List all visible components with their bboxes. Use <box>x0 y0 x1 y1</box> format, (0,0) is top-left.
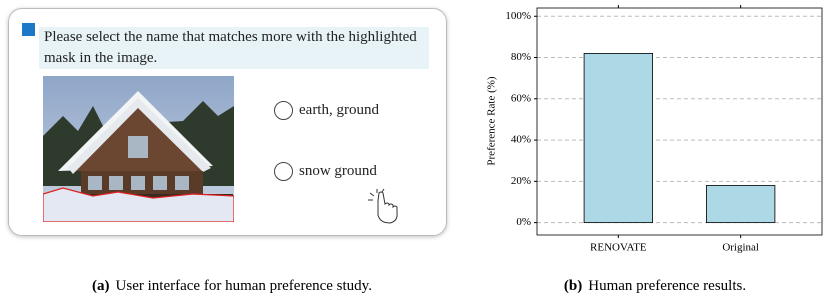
ui-panel: Please select the name that matches more… <box>8 8 447 236</box>
x-tick-label: RENOVATE <box>590 242 647 254</box>
caption-text: Human preference results. <box>588 278 746 294</box>
x-tick-label: Original <box>722 242 759 254</box>
radio[interactable] <box>274 162 293 181</box>
y-tick-label: 60% <box>511 92 531 104</box>
option[interactable]: snow ground <box>274 162 377 181</box>
option[interactable]: earth, ground <box>274 101 379 120</box>
page: Please select the name that matches more… <box>0 0 824 298</box>
image <box>43 76 234 222</box>
bar <box>706 185 774 222</box>
option-label: snow ground <box>299 163 377 180</box>
option-label: earth, ground <box>299 102 379 119</box>
question: Please select the name that matches more… <box>39 27 429 69</box>
y-tick-label: 40% <box>511 134 531 146</box>
bar <box>584 53 652 222</box>
caption-text: User interface for human preference stud… <box>116 278 372 294</box>
question-marker <box>22 23 35 36</box>
caption-label: (a) <box>92 278 110 294</box>
y-tick-label: 100% <box>505 10 531 22</box>
y-tick-label: 0% <box>516 216 531 228</box>
y-tick-label: 80% <box>511 51 531 63</box>
caption-label: (b) <box>564 278 582 294</box>
caption: (b) Human preference results. <box>564 278 746 295</box>
y-axis-label: Preference Rate (%) <box>486 76 498 166</box>
plot-frame <box>537 8 822 235</box>
radio[interactable] <box>274 101 293 120</box>
y-tick-label: 20% <box>511 175 531 187</box>
cursor-icon <box>364 187 404 227</box>
caption: (a) User interface for human preference s… <box>92 278 372 295</box>
